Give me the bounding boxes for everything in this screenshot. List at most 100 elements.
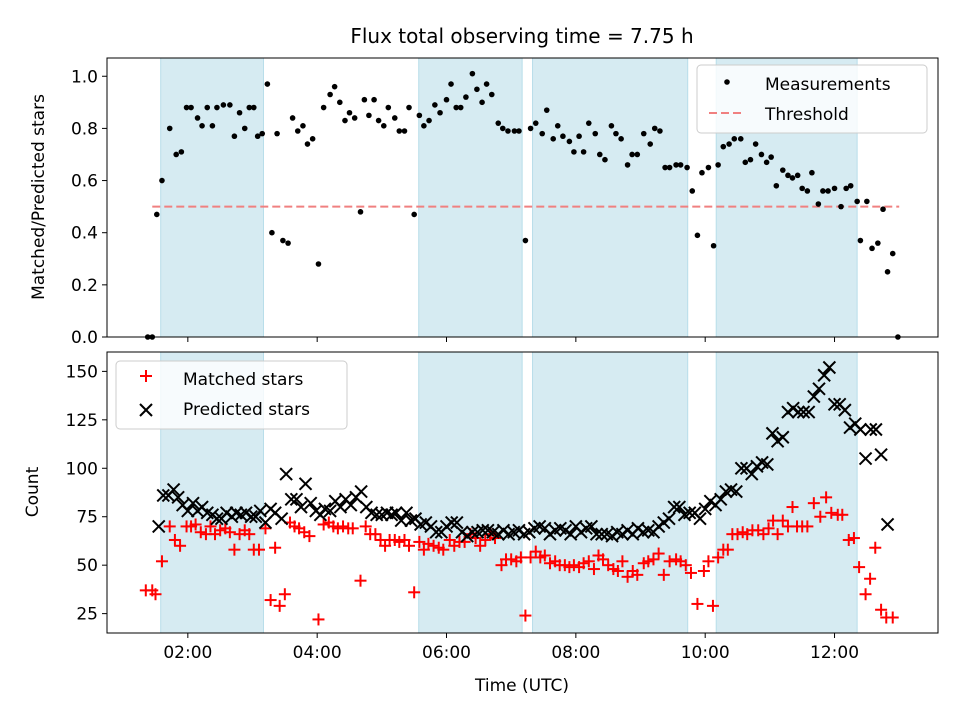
predicted-star-point [693, 511, 707, 526]
predicted-star-point [186, 496, 200, 510]
matched-star-point [273, 599, 286, 612]
matched-star-point [721, 543, 734, 556]
predicted-star-point [344, 498, 358, 512]
matched-star-point [657, 568, 670, 581]
predicted-star-point [384, 508, 399, 522]
measurement-point [825, 188, 831, 194]
matched-star-point [228, 543, 241, 556]
predicted-star-point [822, 360, 837, 375]
measurement-point [231, 133, 238, 140]
matched-star-point [587, 563, 600, 576]
measurement-point [488, 91, 495, 98]
matched-star-point [437, 543, 450, 556]
legend-matched-marker [140, 370, 152, 382]
x-tick-label: 08:00 [551, 643, 600, 663]
predicted-star-point [444, 515, 459, 530]
predicted-star-point [796, 405, 811, 419]
predicted-star-point [667, 500, 681, 514]
matched-star-point [807, 497, 820, 510]
matched-star-point [611, 564, 624, 577]
matched-star-point [697, 564, 710, 577]
measurement-point [304, 141, 311, 147]
top-legend-box [696, 64, 928, 134]
measurement-point [662, 164, 668, 171]
measurement-point [799, 185, 805, 192]
matched-star-point [567, 559, 580, 572]
predicted-star-point [817, 368, 831, 382]
measurement-point [768, 154, 774, 160]
matched-star-point [214, 524, 227, 537]
matched-star-point [317, 518, 330, 531]
measurement-point [560, 133, 566, 140]
measurement-point [699, 169, 705, 176]
matched-star-point [691, 597, 704, 610]
matched-star-point [853, 561, 866, 574]
measurement-point [416, 112, 423, 119]
measurement-point [209, 122, 216, 129]
measurement-point [758, 151, 765, 158]
predicted-star-point [399, 506, 414, 520]
matched-star-point [702, 555, 715, 568]
measurement-point [159, 177, 165, 184]
predicted-star-point [229, 506, 244, 520]
top-legend: Measurements Threshold [696, 64, 928, 134]
measurement-point [406, 104, 412, 111]
predicted-star-point [465, 525, 480, 539]
predicted-star-point [791, 405, 806, 419]
predicted-star-point [289, 492, 304, 506]
matched-star-point [786, 501, 799, 514]
predicted-star-point [304, 496, 318, 510]
matched-star-point [408, 586, 421, 599]
measurement-point [214, 104, 220, 111]
measurement-point [342, 117, 348, 124]
measurement-point [327, 91, 333, 98]
predicted-star-point [389, 506, 403, 520]
matched-star-point [820, 491, 833, 504]
measurement-point [602, 156, 608, 163]
measurement-point [838, 203, 844, 210]
y-tick-label: 50 [76, 556, 98, 576]
measurement-point [785, 172, 791, 179]
matched-star-point [538, 549, 551, 562]
measurement-point [884, 269, 891, 275]
measurement-point [576, 133, 582, 140]
measurement-point [294, 128, 301, 134]
predicted-star-point [284, 492, 299, 506]
measurement-point [153, 211, 160, 218]
measurement-point [516, 128, 522, 134]
matched-star-point [243, 528, 256, 541]
measurement-point [763, 159, 770, 166]
matched-star-point [479, 533, 492, 546]
matched-star-point [801, 520, 814, 533]
measurement-point [474, 86, 480, 93]
measurement-point [396, 128, 403, 134]
matched-star-point [346, 522, 359, 535]
top-x-axis [187, 337, 836, 342]
x-tick-label: 12:00 [810, 643, 859, 663]
predicted-star-point [244, 510, 258, 524]
matched-star-point [836, 508, 849, 521]
shaded-interval [160, 57, 264, 338]
y-tick-label: 150 [66, 362, 98, 382]
measurement-point [831, 185, 838, 192]
measurement-point [847, 182, 854, 189]
measurement-point [742, 159, 749, 166]
measurement-point [705, 164, 712, 171]
predicted-star-point [294, 500, 308, 514]
matched-star-point [505, 553, 518, 566]
matched-star-point [194, 526, 207, 539]
measurement-point [694, 232, 701, 239]
predicted-star-point [682, 506, 697, 520]
predicted-star-point [369, 508, 384, 522]
matched-star-point [757, 528, 770, 541]
predicted-star-point [858, 451, 873, 466]
y-tick-label: 0.8 [71, 119, 98, 139]
matched-star-point [712, 551, 725, 564]
measurement-point [864, 198, 870, 205]
matched-star-point [679, 559, 692, 572]
matched-star-point [269, 541, 282, 554]
matched-star-point [543, 557, 556, 570]
matched-star-point [278, 588, 291, 601]
predicted-star-point [869, 422, 883, 437]
predicted-star-point [807, 389, 821, 404]
